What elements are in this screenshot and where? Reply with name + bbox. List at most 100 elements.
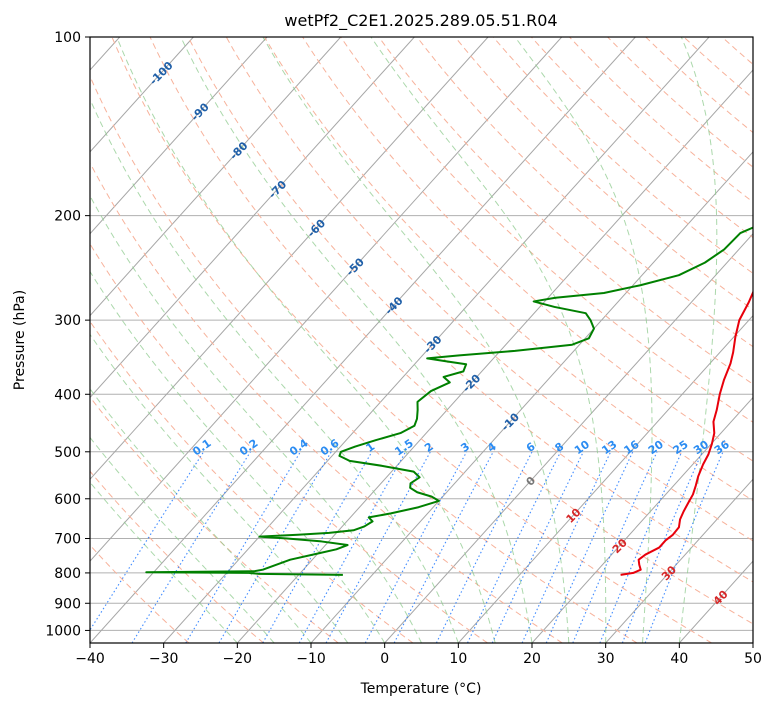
y-tick-label: 500 [54, 445, 81, 461]
moist-adiabat-line [90, 481, 238, 643]
y-tick-label: 900 [54, 596, 81, 612]
isotherm-line [90, 37, 563, 562]
moist-adiabat-line [514, 37, 653, 643]
mixing-ratio-label: 0.4 [287, 436, 311, 458]
mixing-ratio-label: 2 [422, 440, 436, 455]
dry-adiabat-line [90, 161, 563, 643]
mixing-ratio-line [491, 451, 584, 643]
dry-adiabat-line [683, 37, 753, 99]
isotherm-line [90, 37, 268, 235]
dry-adiabat-line [607, 37, 753, 168]
isotherm-line [90, 37, 194, 153]
background-lines [90, 37, 753, 643]
dry-adiabat-line [90, 75, 638, 643]
y-tick-label: 200 [54, 209, 81, 225]
dry-adiabat-line [454, 37, 753, 311]
x-tick-label: 30 [597, 651, 615, 667]
isotherm-line [90, 37, 415, 399]
dry-adiabat-line [416, 37, 753, 348]
mixing-ratio-line [298, 451, 407, 643]
x-tick-label: 40 [670, 651, 688, 667]
isotherm-line [752, 642, 753, 643]
y-tick-label: 100 [54, 30, 81, 46]
x-tick-label: 20 [523, 651, 541, 667]
moist-adiabat-line [90, 270, 386, 643]
mixing-ratio-label: 0.2 [237, 437, 260, 459]
isotherm-line [384, 232, 753, 643]
x-tick-label: −10 [296, 651, 326, 667]
moist-adiabat-line [90, 98, 459, 643]
mixing-ratio-lines [90, 451, 724, 643]
temperature-profile-line [620, 290, 753, 576]
y-axis-label: Pressure (hPa) [12, 290, 28, 390]
x-tick-label: 0 [380, 651, 389, 667]
mixing-ratio-label: 25 [671, 438, 691, 457]
x-tick-label: −40 [75, 651, 105, 667]
moist-adiabat-line [370, 37, 607, 643]
mixing-ratio-line [644, 451, 724, 643]
mixing-ratio-line [435, 451, 533, 643]
mixing-ratio-label: 36 [712, 438, 732, 458]
mixing-ratio-line [131, 451, 251, 643]
moist-adiabat-line [262, 37, 570, 643]
mixing-ratio-line [599, 451, 683, 643]
isotherm-line [605, 478, 753, 643]
mixing-ratio-line [572, 451, 658, 643]
mixing-ratio-line [364, 451, 468, 643]
x-axis-ticks: −40 −30 −20 −10 0 10 20 30 40 50 [75, 643, 762, 667]
y-tick-label: 800 [54, 566, 81, 582]
isotherm-line [457, 314, 753, 643]
mixing-ratio-label: 6 [524, 440, 538, 455]
mixing-ratio-label: 0.1 [190, 437, 213, 459]
x-tick-label: 50 [744, 651, 762, 667]
dry-adiabat-line [149, 37, 753, 625]
moist-adiabat-line [90, 436, 275, 643]
isotherm-line [163, 37, 710, 643]
chart-title: wetPf2_C2E1.2025.289.05.51.R04 [284, 11, 557, 31]
y-tick-label: 1000 [45, 623, 81, 639]
y-tick-label: 700 [54, 532, 81, 548]
plot-frame [89, 36, 754, 644]
moist-adiabat-lines [90, 37, 718, 643]
dry-adiabat-lines [90, 37, 753, 643]
line-annotations: 0.1 0.2 0.4 0.6 1 1.5 2 3 4 6 8 10 13 16 20 25 30 36-100-… [147, 59, 732, 608]
isotherm-line [90, 37, 342, 317]
x-axis-label: Temperature (°C) [360, 681, 482, 697]
mixing-ratio-label: 1 [364, 440, 378, 455]
isotherm-line [678, 560, 753, 643]
x-tick-label: −20 [223, 651, 253, 667]
mixing-ratio-line [262, 451, 373, 643]
y-tick-label: 300 [54, 313, 81, 329]
dry-adiabat-line [264, 37, 753, 502]
isotherm-line [531, 396, 753, 643]
dry-adiabat-line [225, 37, 753, 542]
mixing-ratio-line [621, 451, 703, 643]
mixing-ratio-label: 10 [572, 438, 592, 458]
mixing-ratio-line [90, 451, 205, 632]
mixing-ratio-label: 16 [622, 438, 642, 458]
isotherm-lines [90, 37, 753, 643]
mixing-ratio-line [467, 451, 562, 643]
moist-adiabat-line [180, 37, 533, 643]
dry-adiabat-line [111, 37, 713, 643]
dry-adiabat-line [645, 37, 753, 134]
dry-adiabat-line [90, 544, 190, 643]
isotherm-line [90, 37, 636, 643]
moist-adiabat-line [90, 333, 349, 643]
dry-adiabat-line [90, 320, 414, 643]
x-tick-label: 10 [449, 651, 467, 667]
mixing-ratio-label: 0.6 [318, 436, 342, 458]
isotherm-line [90, 37, 489, 481]
mixing-ratio-label: 8 [552, 440, 566, 455]
mixing-ratio-label: 4 [485, 440, 499, 455]
profile-series [145, 226, 753, 576]
moist-adiabat-line [90, 387, 312, 643]
mixing-ratio-line [325, 451, 431, 643]
mixing-ratio-label: 20 [646, 438, 666, 458]
dry-adiabat-line [378, 37, 753, 385]
dewpoint-profile-line [145, 226, 753, 576]
isotherm-label: -100 [147, 59, 176, 88]
x-tick-label: −30 [149, 651, 179, 667]
y-axis-ticks: 100 200 300 400 500 600 700 800 900 1000 [45, 30, 90, 639]
